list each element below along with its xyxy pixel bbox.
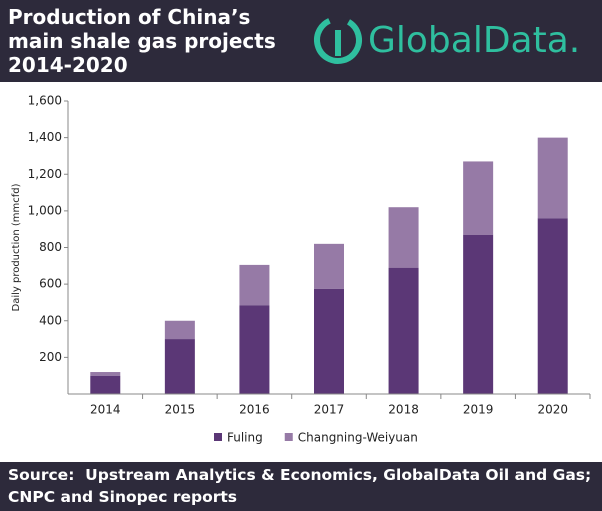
- header: Production of China’s main shale gas pro…: [0, 0, 602, 82]
- y-tick-label: 1,400: [28, 130, 62, 144]
- y-tick-label: 400: [39, 313, 62, 327]
- x-tick-label: 2017: [314, 403, 345, 417]
- bar: [239, 305, 270, 394]
- logo: GlobalData.: [314, 16, 580, 64]
- x-tick-label: 2020: [537, 403, 568, 417]
- logo-ring: [314, 16, 362, 64]
- bar: [314, 243, 344, 289]
- source: Source: Upstream Analytics & Economics, …: [8, 466, 597, 506]
- chart-title: Production of China’s main shale gas pro…: [8, 5, 276, 77]
- bar: [537, 218, 568, 394]
- chart: Daily production (mmcfd) 200 400 600 800 1,00…: [11, 94, 591, 445]
- bar: [388, 267, 419, 394]
- x-tick-label: 2015: [165, 403, 196, 417]
- bar: [164, 320, 195, 340]
- bar: [239, 264, 270, 306]
- x-tick-label: 2016: [239, 403, 270, 417]
- bar: [537, 137, 568, 219]
- y-tick-label: 600: [39, 277, 62, 291]
- y-axis-title: Daily production (mmcfd): [11, 183, 22, 311]
- x-tick-label: 2019: [463, 403, 494, 417]
- legend-label: Fuling: [227, 431, 263, 445]
- bar: [388, 207, 419, 268]
- y-tick-label: 200: [39, 350, 62, 364]
- y-tick-label: 1,200: [28, 167, 62, 181]
- footer: Source: Upstream Analytics & Economics, …: [0, 462, 602, 511]
- bar: [164, 339, 195, 394]
- bar: [90, 375, 121, 394]
- y-tick-label: 1,000: [28, 203, 62, 217]
- x-tick-label: 2018: [388, 403, 419, 417]
- bar: [314, 288, 344, 394]
- legend-label: Changning-Weiyuan: [298, 431, 418, 445]
- bar: [90, 372, 121, 376]
- x-tick-label: 2014: [90, 403, 121, 417]
- legend-swatch: [284, 433, 293, 441]
- bar: [463, 234, 494, 394]
- legend-swatch: [214, 433, 222, 441]
- y-tick-label: 1,600: [28, 94, 62, 108]
- logo-text: GlobalData.: [368, 20, 580, 61]
- y-tick-label: 800: [39, 240, 62, 254]
- bar: [463, 161, 494, 235]
